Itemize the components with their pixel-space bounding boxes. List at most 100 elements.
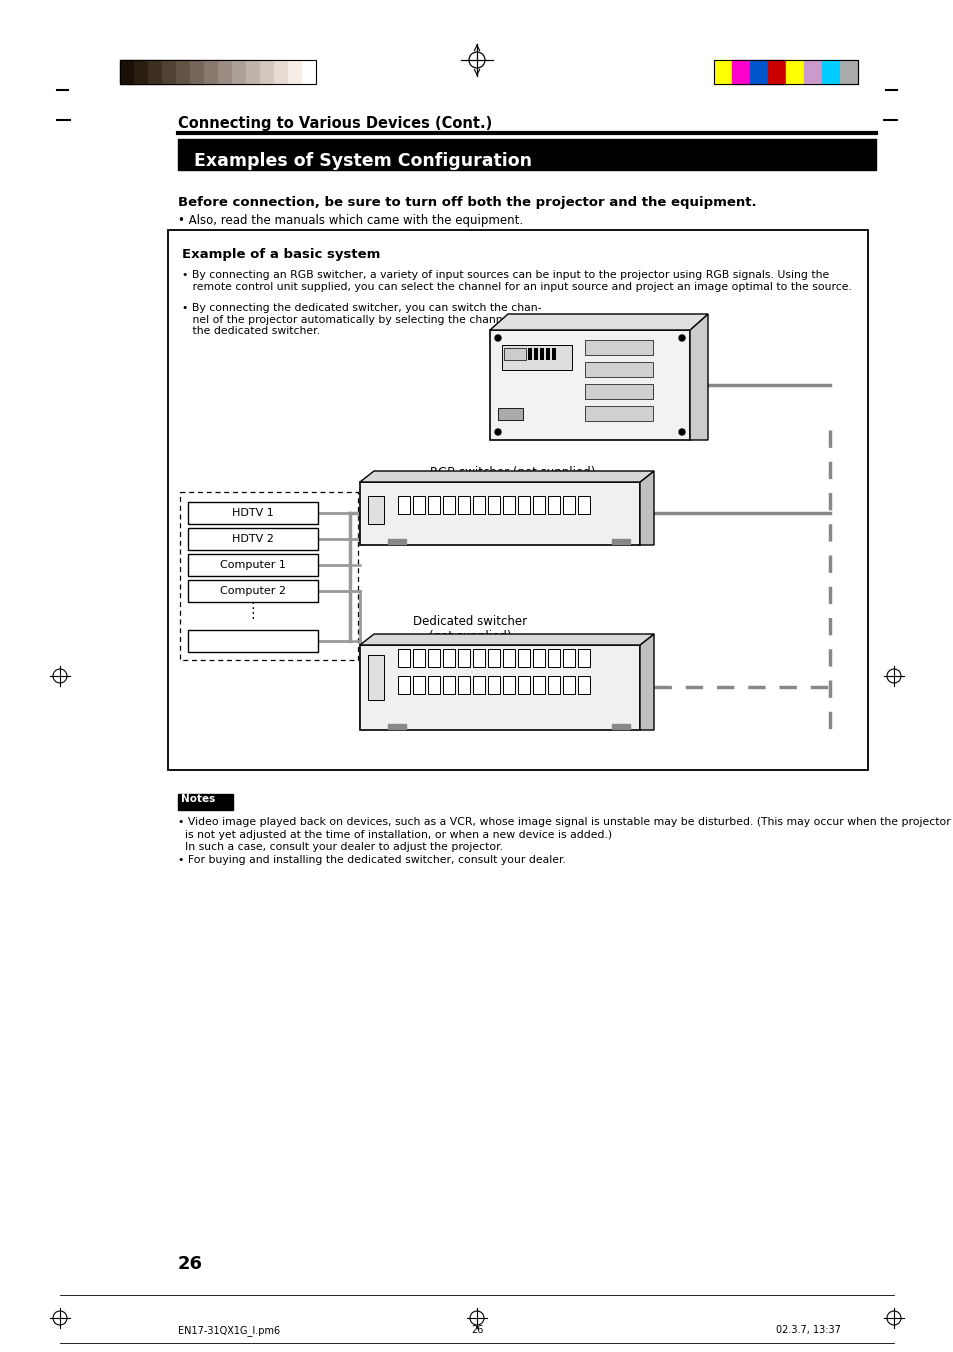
Bar	[490, 330, 689, 439]
Bar	[413, 676, 424, 694]
Bar	[578, 649, 589, 667]
Bar	[488, 676, 499, 694]
Bar	[578, 496, 589, 514]
Circle shape	[679, 335, 684, 341]
Bar	[473, 676, 484, 694]
Bar	[204, 59, 218, 84]
Bar	[428, 496, 439, 514]
Text: Dedicated switcher
(not supplied): Dedicated switcher (not supplied)	[413, 615, 526, 644]
Bar	[533, 496, 544, 514]
Bar	[821, 59, 840, 84]
Text: HDTV 2: HDTV 2	[232, 534, 274, 544]
Text: Computer 2: Computer 2	[220, 585, 286, 596]
Bar	[584, 384, 652, 399]
Text: Computer 1: Computer 1	[220, 560, 286, 571]
Bar	[218, 59, 232, 84]
Text: • For buying and installing the dedicated switcher, consult your dealer.: • For buying and installing the dedicate…	[178, 854, 565, 865]
Bar	[578, 676, 589, 694]
Bar	[162, 59, 175, 84]
Bar	[517, 676, 530, 694]
Polygon shape	[689, 314, 707, 439]
Bar	[501, 345, 572, 370]
Bar	[302, 59, 315, 84]
Bar	[547, 649, 559, 667]
Text: RGB switcher (not supplied): RGB switcher (not supplied)	[430, 466, 595, 479]
Bar	[457, 496, 470, 514]
Bar	[457, 676, 470, 694]
Bar	[388, 539, 406, 544]
Circle shape	[495, 335, 500, 341]
Bar	[260, 59, 274, 84]
Bar	[840, 59, 857, 84]
Bar	[120, 59, 133, 84]
Bar	[612, 725, 629, 729]
Text: is not yet adjusted at the time of installation, or when a new device is added.): is not yet adjusted at the time of insta…	[178, 830, 612, 840]
Text: Notes: Notes	[181, 794, 215, 804]
Bar	[428, 649, 439, 667]
Bar	[188, 580, 317, 602]
Text: • By connecting an RGB switcher, a variety of input sources can be input to the : • By connecting an RGB switcher, a varie…	[182, 270, 851, 292]
Text: • Also, read the manuals which came with the equipment.: • Also, read the manuals which came with…	[178, 214, 522, 227]
Text: Before connection, be sure to turn off both the projector and the equipment.: Before connection, be sure to turn off b…	[178, 196, 756, 210]
Bar	[397, 496, 410, 514]
Bar	[190, 59, 204, 84]
Bar	[413, 649, 424, 667]
Bar	[562, 649, 575, 667]
Bar	[545, 347, 550, 360]
Bar	[457, 649, 470, 667]
Bar	[713, 59, 731, 84]
Bar	[120, 59, 315, 84]
Bar	[246, 59, 260, 84]
Bar	[288, 59, 302, 84]
Text: 26: 26	[178, 1255, 203, 1274]
Circle shape	[679, 429, 684, 435]
Bar	[713, 59, 857, 84]
Text: Examples of System Configuration: Examples of System Configuration	[182, 151, 532, 170]
Bar	[359, 645, 639, 730]
Bar	[274, 59, 288, 84]
Bar	[188, 502, 317, 525]
Bar	[497, 408, 522, 420]
Polygon shape	[490, 314, 707, 330]
Bar	[473, 496, 484, 514]
Bar	[442, 496, 455, 514]
Bar	[503, 347, 525, 360]
Bar	[552, 347, 556, 360]
Bar	[442, 649, 455, 667]
Polygon shape	[359, 470, 654, 483]
Text: :: :	[251, 608, 255, 622]
Text: Connecting to Various Devices (Cont.): Connecting to Various Devices (Cont.)	[178, 116, 492, 131]
Text: HDTV 1: HDTV 1	[232, 508, 274, 518]
Bar	[547, 496, 559, 514]
Bar	[547, 676, 559, 694]
Bar	[488, 496, 499, 514]
Text: • By connecting the dedicated switcher, you can switch the chan-
   nel of the p: • By connecting the dedicated switcher, …	[182, 303, 541, 337]
Polygon shape	[639, 634, 654, 730]
Text: EN17-31QX1G_I.pm6: EN17-31QX1G_I.pm6	[178, 1325, 280, 1336]
Bar	[502, 496, 515, 514]
Text: Projector: Projector	[598, 318, 650, 331]
Bar	[178, 141, 875, 170]
Bar	[188, 630, 317, 652]
Bar	[397, 676, 410, 694]
Bar	[533, 649, 544, 667]
Bar	[168, 230, 867, 771]
Bar	[188, 554, 317, 576]
Text: In such a case, consult your dealer to adjust the projector.: In such a case, consult your dealer to a…	[178, 842, 502, 852]
Text: 26: 26	[471, 1325, 482, 1334]
Bar	[731, 59, 749, 84]
Bar	[502, 649, 515, 667]
Bar	[413, 496, 424, 514]
Bar	[749, 59, 767, 84]
Bar	[502, 676, 515, 694]
Polygon shape	[359, 634, 654, 645]
Circle shape	[495, 429, 500, 435]
Bar	[562, 496, 575, 514]
Bar	[533, 676, 544, 694]
Bar	[133, 59, 148, 84]
Bar	[232, 59, 246, 84]
Bar	[517, 496, 530, 514]
Bar	[388, 725, 406, 729]
Bar	[368, 496, 384, 525]
Bar	[527, 347, 532, 360]
